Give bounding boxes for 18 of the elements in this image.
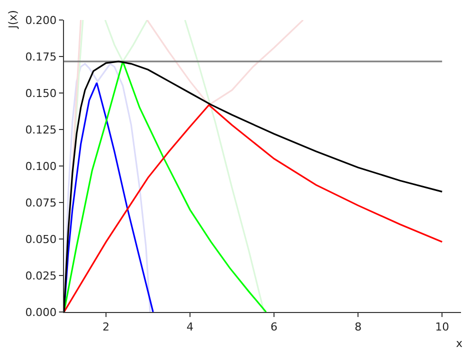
y-tick-label: 0.075 [25, 196, 57, 210]
y-tick-label: 0.050 [25, 232, 57, 246]
x-tick-label: 10 [435, 320, 450, 334]
x-tick-label: 6 [270, 320, 278, 334]
x-tick-label: 8 [354, 320, 362, 334]
y-tick-label: 0.100 [25, 160, 57, 173]
x-tick-label: 2 [102, 320, 110, 334]
y-tick-label: 0.025 [25, 269, 57, 282]
line-series [64, 60, 443, 312]
line-series [64, 104, 443, 312]
y-axis-title: J(x) [6, 10, 20, 30]
y-tick-label: 0.000 [25, 306, 57, 319]
y-tick-label: 0.175 [25, 50, 57, 64]
x-axis-title: x [456, 337, 463, 350]
x-tick-label: 4 [186, 320, 194, 334]
y-tick-label: 0.150 [25, 86, 57, 100]
y-tick-label: 0.200 [25, 14, 57, 27]
y-tick-label: 0.125 [25, 123, 57, 136]
